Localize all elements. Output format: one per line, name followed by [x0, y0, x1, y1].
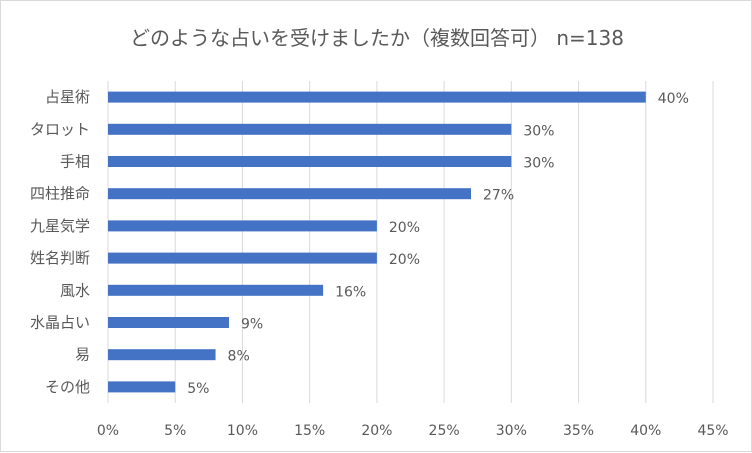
data-label: 8% — [228, 349, 250, 365]
data-label: 20% — [389, 220, 420, 236]
x-tick-label: 35% — [563, 423, 594, 439]
bar — [108, 349, 216, 361]
x-tick-label: 30% — [496, 423, 527, 439]
bar — [108, 317, 229, 328]
data-label: 30% — [523, 156, 554, 172]
category-label: 手相 — [60, 153, 90, 171]
bar — [108, 123, 512, 135]
bar — [108, 188, 471, 200]
bar — [108, 91, 646, 103]
bar — [108, 156, 512, 167]
value-labels: 40% 30% 30% 27% 20% 20% 16% 9% 8% 5% — [187, 91, 689, 397]
x-axis-tick-labels: 0% 5% 10% 15% 20% 25% 30% 35% 40% 45% — [97, 423, 729, 439]
data-label: 20% — [389, 252, 420, 268]
category-label: 占星術 — [45, 88, 90, 106]
bar — [108, 381, 176, 393]
category-label: 四柱推命 — [30, 185, 90, 203]
data-label: 27% — [483, 188, 514, 204]
category-label: タロット — [30, 120, 90, 138]
category-label: 易 — [75, 346, 90, 364]
x-tick-label: 0% — [97, 423, 119, 439]
x-tick-label: 5% — [164, 423, 186, 439]
data-label: 5% — [187, 381, 209, 397]
x-tick-label: 40% — [630, 423, 661, 439]
category-label: 風水 — [60, 281, 90, 299]
chart-title: どのような占いを受けましたか（複数回答可） n=138 — [130, 26, 624, 50]
x-tick-label: 45% — [697, 423, 728, 439]
x-tick-label: 20% — [361, 423, 392, 439]
x-tick-label: 10% — [227, 423, 258, 439]
category-label: その他 — [45, 378, 90, 396]
bar — [108, 220, 377, 232]
data-label: 30% — [523, 123, 554, 139]
category-label: 水晶占い — [30, 314, 90, 332]
bar — [108, 252, 377, 264]
x-tick-label: 15% — [294, 423, 325, 439]
bar — [108, 284, 324, 296]
category-label: 九星気学 — [30, 217, 90, 235]
category-label: 姓名判断 — [30, 249, 90, 267]
data-label: 16% — [335, 284, 366, 300]
data-label: 40% — [658, 91, 689, 107]
data-label: 9% — [241, 317, 263, 333]
bars — [108, 91, 646, 393]
x-tick-label: 25% — [429, 423, 460, 439]
